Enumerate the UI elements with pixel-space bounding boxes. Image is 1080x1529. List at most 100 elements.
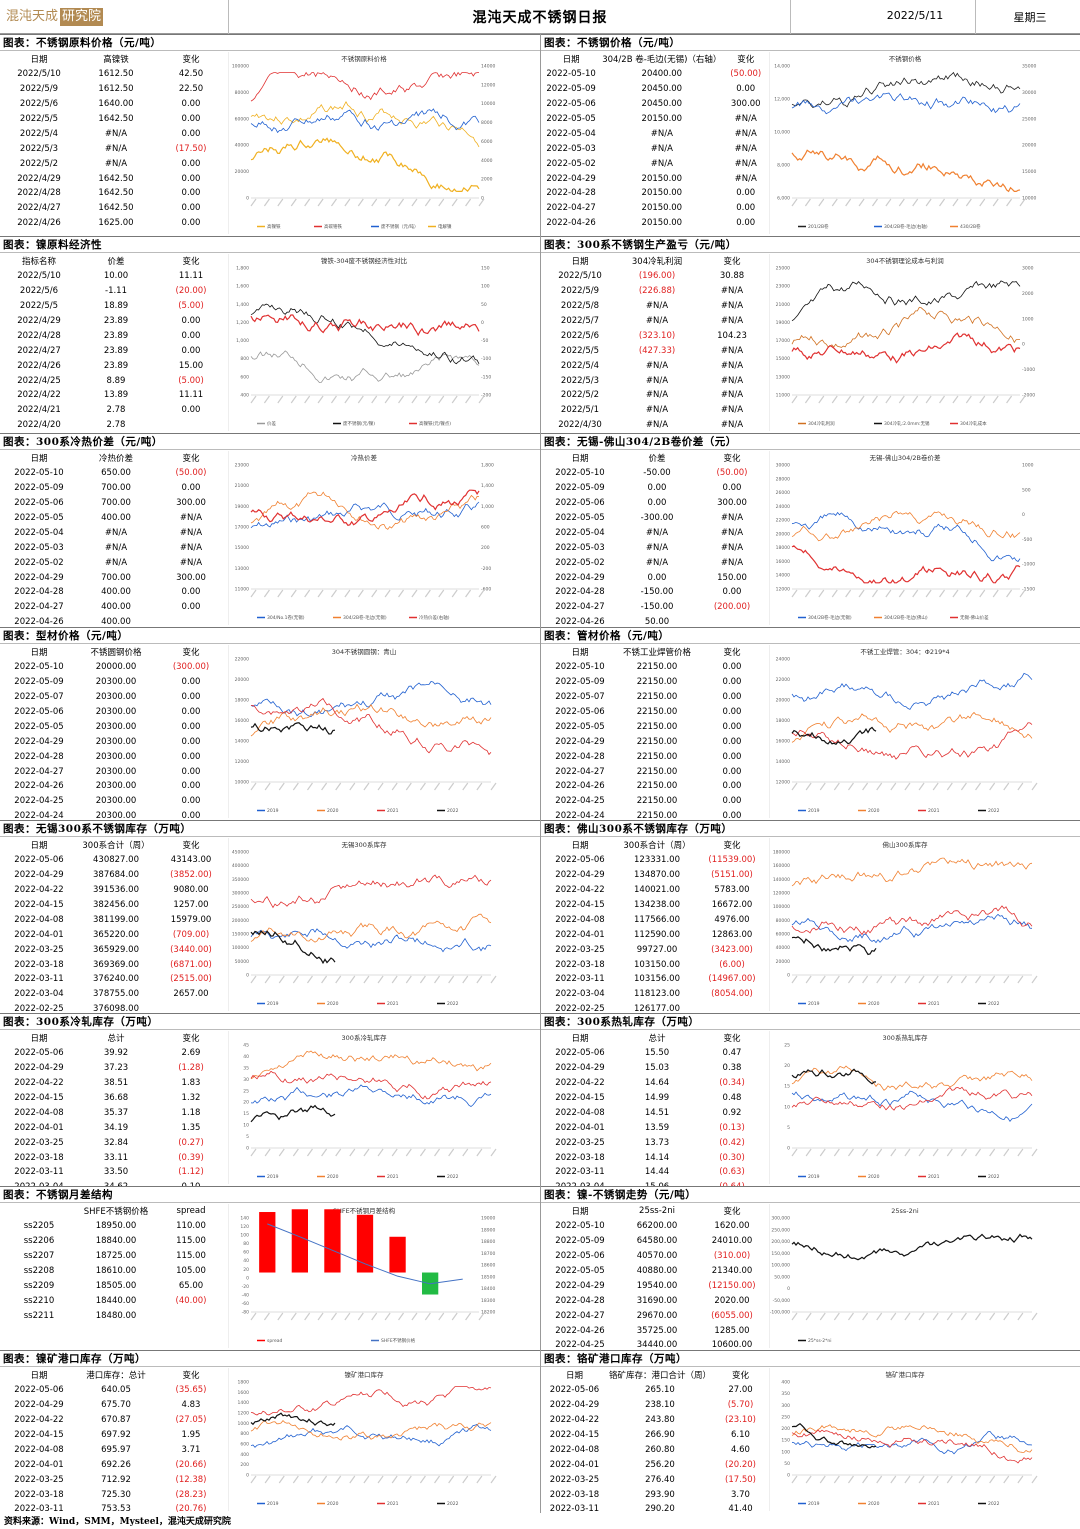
y-tick-label: 6,000 [777,196,790,202]
table-cell: #N/A [720,390,744,401]
section-chart: 佛山300系库存 180000 160000 140000 120000 100000 80… [769,838,1041,1011]
table-cell: #N/A [734,114,757,124]
table-cell: 2022-04-28 [555,751,605,762]
series-line-0 [791,511,1021,563]
table-cell: 22150.00 [636,662,678,673]
spread-bar [291,1209,308,1273]
y-tick-label: 50000 [235,959,249,965]
table-cell [695,1002,769,1013]
table-row: 2022-05-07 22150.00 0.00 [541,690,769,705]
y-tick-label: -50,000 [773,1298,791,1304]
section-title: 图表：无锡-佛山304/2B卷价差（元） [541,433,1080,450]
table-row: 2022-05-06 20300.00 0.00 [0,705,228,720]
column-header: 价差 [648,454,666,465]
table-cell: 2022-05-04 [14,527,64,538]
table-cell: 2022-03-11 [14,974,64,985]
table-cell: 2022/5/6 [560,330,600,341]
table-row: 2022-04-29 238.10 (5.70) [541,1398,769,1413]
table-cell: 2022-02-25 [555,1004,605,1013]
table-cell: 1612.50 [98,69,134,80]
table-cell: 2657.00 [173,989,209,1000]
legend-label: SHFE不锈钢价格 [381,1337,416,1344]
table-cell: ss2207 [23,1251,55,1262]
legend-label: 2021 [387,1001,399,1007]
legend-label: 25*ss-2*ni [808,1338,832,1344]
table-cell: 27.00 [728,1385,753,1396]
y-tick-label: 22000 [776,677,790,683]
table-cell: 700.00 [101,483,131,494]
y-tick-label: 5 [246,1134,249,1140]
table-cell: 3.71 [181,1444,201,1455]
table-cell: 2022-04-01 [14,929,64,940]
table-row: 2022-03-25 13.73 (0.42) [541,1135,769,1150]
table-cell: 2022/5/6 [19,99,59,110]
chart-svg: 304不锈钢圆钢：青山 22000 20000 18000 16000 14000 1200… [235,647,497,814]
table-cell: 2022/5/2 [19,158,59,169]
y2-tick-label: -1000 [1022,562,1035,568]
y-tick-label: 20000 [235,677,249,683]
table-row: 2022/5/6 (323.10) 104.23 [541,328,769,343]
table-row: 2022/4/27 23.89 0.00 [0,343,228,358]
section-9: 图表：佛山300系不锈钢库存（万吨） 日期 300系合计（周） 变化 2022-05-0… [540,820,1080,1013]
table-cell: 2022/5/5 [19,301,59,312]
table-cell: 0.00 [181,677,201,688]
table-cell: 4.60 [731,1444,750,1455]
series-line-3 [791,1422,877,1449]
table-cell [695,615,769,627]
series-line-1 [250,913,492,943]
y2-tick-label: -500 [1022,537,1032,543]
series-line-0 [791,1430,1033,1455]
table-row: 2022-05-03 #N/A #N/A [0,540,228,555]
y-tick-label: 10 [243,1123,249,1129]
table-cell: 2022-05-09 [14,483,64,494]
table-cell: #N/A [734,128,757,139]
table-cell: #N/A [645,527,669,538]
series-line-2 [250,697,492,756]
table-cell: 23.89 [103,330,129,341]
y-tick-label: 21000 [776,302,790,308]
table-cell: 1642.50 [98,188,134,199]
table-cell: (427.33) [638,345,676,356]
table-cell: 0.10 [154,1180,228,1186]
table-cell: (5.00) [178,375,204,386]
table-row: 2022/5/3 #N/A (17.50) [0,141,228,156]
chart-title: 不锈钢价格 [889,54,922,63]
chart-svg: 300系冷轧库存 45 40 35 30 25 20 15 10 5 0 2019 2020 2021 20… [243,1033,497,1180]
table-cell: 37.23 [103,1063,129,1074]
y-tick-label: 22000 [776,518,790,524]
chart-title: 不锈钢原料价格 [341,54,387,63]
table-cell: 300.00 [176,498,206,509]
table-cell: #N/A [104,557,128,568]
legend-label: 2022 [988,1501,1000,1507]
legend-label: 2019 [267,1501,279,1507]
table-cell: (0.13) [719,1122,745,1133]
table-cell: 2022-04-01 [555,929,605,940]
table-row: 2022-05-02 #N/A #N/A [541,555,769,570]
table-cell: 18840.00 [95,1236,137,1247]
table-cell: (8054.00) [711,989,753,1000]
series-line-2 [791,1086,1033,1111]
series-line-1 [791,711,1033,743]
table-row: 2022-04-28 22150.00 0.00 [541,749,769,764]
column-header: 变化 [723,1207,741,1218]
table-cell: 34440.00 [636,1340,678,1350]
table-cell: (0.42) [719,1137,745,1148]
y2-tick-label: 18800 [481,1239,495,1245]
table-cell: 103150.00 [634,959,680,970]
table-cell: 2022/4/21 [17,405,61,416]
table-cell: 22150.00 [636,677,678,688]
y2-tick-label: 12000 [481,82,495,88]
table-cell: 260.80 [645,1444,675,1455]
y-tick-label: 80000 [776,918,790,924]
table-cell: (50.00) [716,468,748,479]
y-tick-label: 60000 [235,116,249,122]
table-row: 2022/4/22 13.89 11.11 [0,388,228,403]
column-header: 变化 [182,454,200,465]
column-header: 价差 [107,257,125,268]
table-cell: #N/A [720,345,744,356]
table-cell: 2022-05-06 [14,1385,64,1396]
table-cell: (14967.00) [708,974,756,985]
series-line-2 [250,489,480,526]
section-chart: 镍矿港口库存 1800 1600 1400 1200 1000 800 600 400 200 0 2… [228,1368,500,1511]
table-cell: 2022-05-09 [555,483,605,494]
